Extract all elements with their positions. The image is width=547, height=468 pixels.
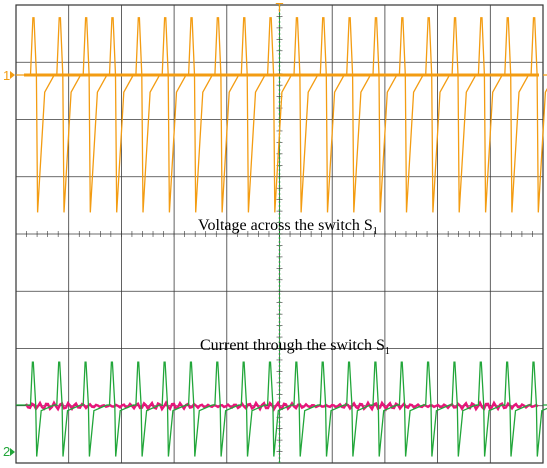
- ch2-trace: [16, 361, 547, 457]
- ch1-caption: Voltage across the switch S1: [198, 217, 378, 237]
- ch2-arrow-icon: [10, 448, 15, 456]
- markers: T 1 2: [3, 0, 284, 459]
- ch2-caption-text: Current through the switch S: [200, 337, 385, 354]
- ch2-marker: 2: [3, 444, 10, 459]
- ch1-caption-text: Voltage across the switch S: [198, 217, 373, 234]
- grid: [15, 4, 544, 464]
- ch2-caption-sub: 1: [385, 346, 390, 357]
- ch1-arrow-icon: [10, 71, 15, 79]
- ch2-caption: Current through the switch S1: [200, 337, 390, 357]
- captions: Voltage across the switch S1 Current thr…: [198, 217, 390, 357]
- traces: [10, 17, 547, 457]
- ch1-caption-sub: 1: [373, 226, 378, 237]
- trigger-marker: T: [276, 0, 284, 15]
- ch1-marker: 1: [3, 68, 10, 83]
